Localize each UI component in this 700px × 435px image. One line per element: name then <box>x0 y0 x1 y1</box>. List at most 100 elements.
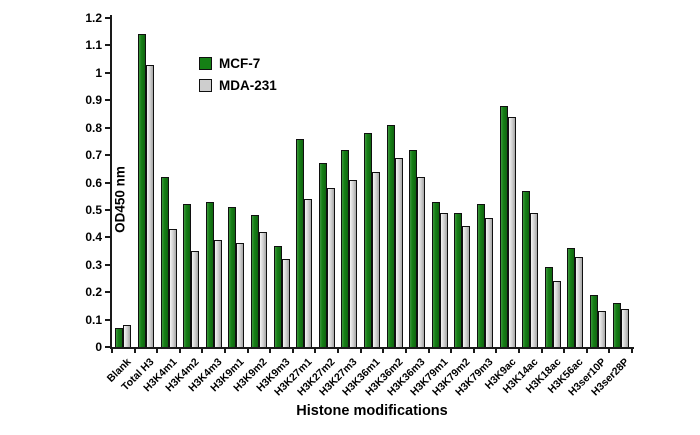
bar-mda231-totalh3 <box>145 65 154 347</box>
bar-mcf7-h3k14ac <box>522 191 531 347</box>
bar-mda231-h3k79m1 <box>439 213 448 347</box>
y-tick-label: 1.1 <box>85 38 102 53</box>
x-axis-line <box>110 347 634 349</box>
bar-mda231-h3k14ac <box>530 213 539 347</box>
x-axis-tick <box>224 349 227 353</box>
x-axis-tick <box>246 349 249 353</box>
y-tick-label: 0 <box>95 340 102 354</box>
x-axis-tick <box>314 349 317 353</box>
y-axis-tick <box>105 346 110 348</box>
y-axis-tick <box>105 263 110 266</box>
legend-item-mda231: MDA-231 <box>199 78 277 93</box>
y-tick-label: 0.8 <box>85 120 102 135</box>
x-axis-tick <box>269 349 272 353</box>
legend-label-mda231: MDA-231 <box>219 78 277 93</box>
bar-mcf7-h3k79m1 <box>431 202 440 347</box>
bar-mcf7-h3k9m1 <box>228 207 237 347</box>
y-axis-tick <box>105 181 110 184</box>
bar-mda231-h3ser28p <box>620 309 629 347</box>
y-tick-label: 0.4 <box>85 230 102 245</box>
bar-mcf7-h3k4m1 <box>160 177 169 347</box>
x-axis-tick <box>427 349 430 353</box>
y-axis-tick <box>105 71 110 74</box>
x-axis-tick <box>540 349 543 353</box>
bar-mcf7-h3k79m3 <box>477 204 486 347</box>
x-axis-tick <box>517 349 520 353</box>
x-axis-tick <box>563 349 566 353</box>
y-tick-label: 1 <box>95 65 102 80</box>
legend-label-mcf7: MCF-7 <box>219 56 261 71</box>
bar-mcf7-h3ser10p <box>590 295 599 347</box>
bar-mda231-h3k4m3 <box>213 240 222 347</box>
bar-mda231-h3k36m3 <box>417 177 426 347</box>
y-tick-label: 0.3 <box>85 257 102 272</box>
bar-mda231-h3k4m2 <box>191 251 200 347</box>
bar-mda231-h3k56ac <box>575 257 584 347</box>
bar-mcf7-h3k27m1 <box>296 139 305 347</box>
bar-mda231-h3k9m3 <box>281 259 290 347</box>
bar-mda231-blank <box>123 325 132 347</box>
x-axis-tick <box>450 349 453 353</box>
bar-mda231-h3k36m1 <box>372 172 380 347</box>
bar-mda231-h3k18ac <box>552 281 561 347</box>
x-axis-tick <box>382 349 385 353</box>
plot-area: OD450 nm 0 0.1 0.2 0.3 0.4 0.5 0.6 0.7 0.8 0.9 1 1.… <box>85 11 634 398</box>
x-axis-tick <box>156 349 159 353</box>
bar-mcf7-totalh3 <box>137 34 146 347</box>
bar-mcf7-h3k36m1 <box>364 133 372 347</box>
bar-mcf7-h3k9m2 <box>250 215 259 347</box>
bar-mda231-h3k4m1 <box>168 229 177 347</box>
x-axis-tick <box>585 349 588 353</box>
bar-mcf7-h3k56ac <box>567 248 576 347</box>
bar-mda231-h3k27m3 <box>349 180 358 347</box>
y-axis-tick <box>105 291 110 294</box>
bar-mda231-h3k9m2 <box>258 232 267 347</box>
y-tick-label: 0.2 <box>85 285 102 300</box>
bar-mda231-h3k36m2 <box>394 158 403 347</box>
x-axis-tick <box>337 349 340 353</box>
bar-mda231-h3ser10p <box>598 311 607 347</box>
bar-mcf7-h3k4m3 <box>205 202 214 347</box>
x-axis-tick <box>133 349 136 353</box>
y-axis-tick <box>105 208 110 211</box>
y-axis-tick <box>105 318 110 321</box>
bar-mda231-h3k27m1 <box>304 199 313 347</box>
y-tick-label: 0.9 <box>85 93 102 108</box>
y-axis-tick <box>105 99 110 102</box>
bar-mda231-h3k79m3 <box>485 218 494 347</box>
bar-mda231-h3k9m1 <box>236 243 245 347</box>
y-axis-tick <box>105 236 110 239</box>
bar-mcf7-h3k4m2 <box>183 204 192 347</box>
x-axis-tick <box>291 349 294 353</box>
x-axis-tick <box>111 349 113 353</box>
y-tick-label: 1.2 <box>85 11 102 25</box>
y-tick-label: 0.5 <box>85 202 102 217</box>
bar-mda231-h3k27m2 <box>326 188 335 347</box>
bar-mcf7-h3ser28p <box>612 303 621 347</box>
legend: MCF-7 MDA-231 <box>199 56 277 100</box>
y-axis-tick <box>105 126 110 129</box>
bar-mcf7-h3k9ac <box>499 106 508 347</box>
bar-mcf7-blank <box>115 328 124 347</box>
y-axis-title: OD450 nm <box>112 166 128 233</box>
x-axis-tick <box>359 349 362 353</box>
x-axis-tick <box>201 349 204 353</box>
y-axis-tick <box>105 154 110 157</box>
bar-mcf7-h3k27m2 <box>318 163 327 347</box>
bar-mcf7-h3k36m3 <box>409 150 418 347</box>
y-axis-tick <box>105 44 110 47</box>
legend-swatch-1 <box>199 79 212 92</box>
y-axis-tick <box>105 17 110 19</box>
bar-mcf7-h3k36m2 <box>386 125 395 347</box>
x-axis-tick <box>495 349 498 353</box>
y-tick-label: 0.1 <box>85 312 102 327</box>
x-axis-tick <box>631 349 633 353</box>
bar-mda231-h3k79m2 <box>462 226 471 347</box>
bar-mcf7-h3k79m2 <box>454 213 463 347</box>
bar-mcf7-h3k27m3 <box>341 150 350 347</box>
y-tick-label: 0.7 <box>85 148 102 163</box>
legend-item-mcf7: MCF-7 <box>199 56 277 71</box>
x-axis-tick <box>608 349 611 353</box>
legend-swatch-0 <box>199 57 212 70</box>
